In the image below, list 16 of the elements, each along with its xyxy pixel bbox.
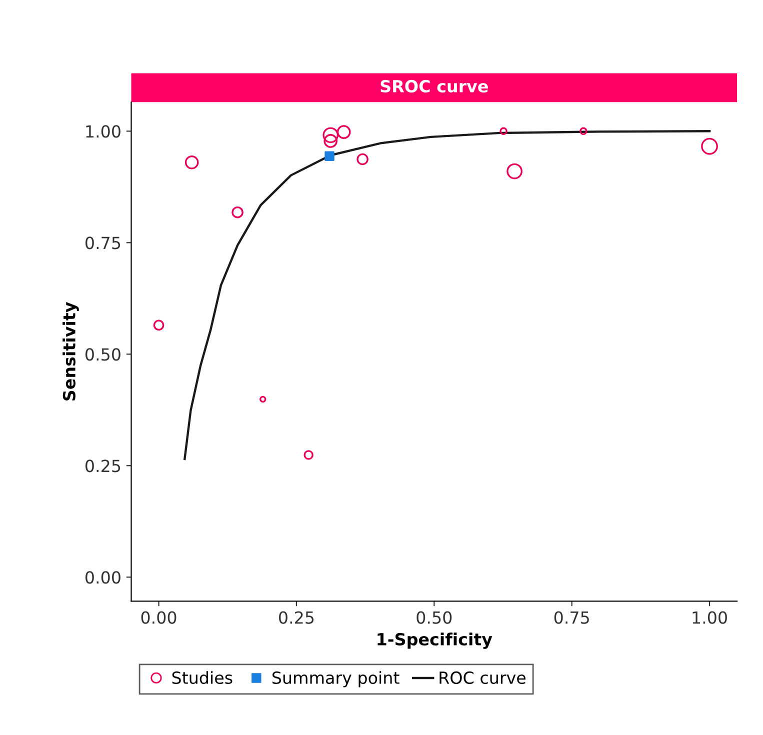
x-tick-label: 1.00 [692, 611, 727, 624]
x-axis-title: 1-Specificity [378, 632, 492, 649]
x-tick-label: 0.00 [141, 611, 176, 624]
legend-label: Studies [172, 671, 232, 684]
y-tick-label: 1.00 [86, 125, 120, 138]
legend-label: ROC curve [440, 671, 526, 684]
y-tick-label: 0.50 [86, 348, 120, 361]
y-tick-label: 0.00 [86, 571, 120, 584]
x-tick-label: 0.75 [554, 611, 589, 624]
y-tick-label: 0.25 [86, 460, 120, 472]
x-tick-label: 0.25 [279, 611, 314, 624]
chart-title: SROC curve [380, 80, 488, 93]
legend-label: Summary point [272, 671, 400, 688]
y-axis-title: Sensitivity [62, 302, 79, 400]
y-tick-label: 0.75 [86, 236, 120, 250]
x-tick-label: 0.50 [416, 611, 452, 624]
